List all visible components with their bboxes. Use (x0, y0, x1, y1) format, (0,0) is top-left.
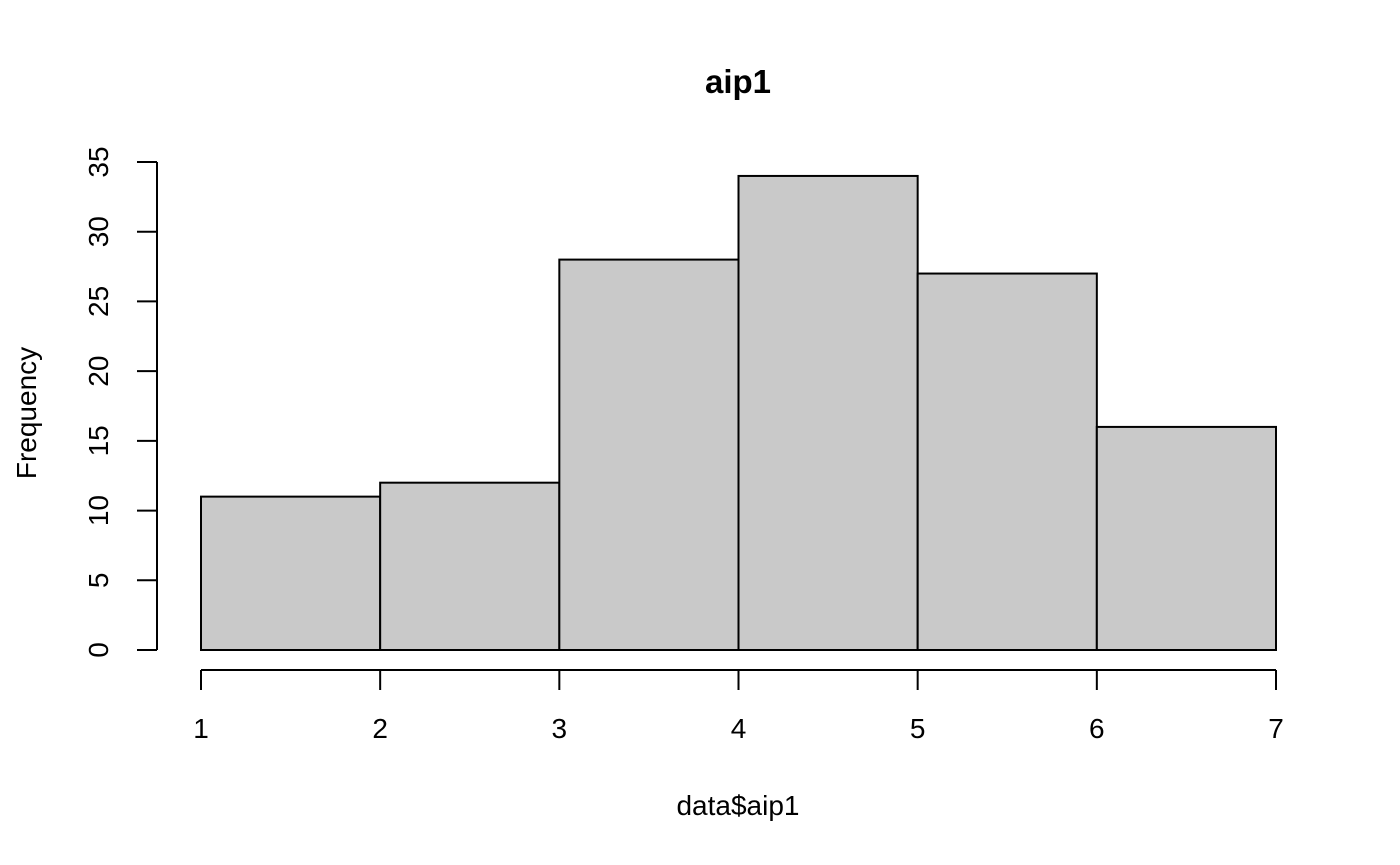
y-axis: 0 5 10 15 20 25 30 35 (83, 146, 158, 658)
histogram-bar (916, 272, 1098, 651)
x-tick-label: 6 (1089, 713, 1105, 744)
x-tick-label: 7 (1268, 713, 1284, 744)
y-tick-label: 10 (83, 495, 114, 526)
y-axis-label: Frequency (11, 347, 42, 479)
histogram-bar (379, 481, 561, 651)
y-tick-label: 0 (83, 642, 114, 658)
y-tick-label: 35 (83, 146, 114, 177)
x-axis-label: data$aip1 (676, 790, 799, 821)
y-tick-label: 20 (83, 356, 114, 387)
y-tick-label: 5 (83, 572, 114, 588)
y-tick-label: 30 (83, 216, 114, 247)
x-axis: 1 2 3 4 5 6 7 (193, 669, 1284, 744)
histogram-bar (1095, 425, 1278, 651)
x-tick-label: 2 (372, 713, 388, 744)
x-tick-label: 1 (193, 713, 209, 744)
histogram-bar (737, 174, 919, 651)
chart-title: aip1 (705, 63, 771, 100)
y-tick-label: 15 (83, 425, 114, 456)
bars-group (200, 174, 1278, 651)
x-tick-label: 3 (552, 713, 568, 744)
y-tick-label: 25 (83, 286, 114, 317)
x-tick-label: 5 (910, 713, 926, 744)
x-tick-label: 4 (731, 713, 747, 744)
histogram-bar (558, 258, 740, 651)
histogram-bar (200, 495, 382, 651)
